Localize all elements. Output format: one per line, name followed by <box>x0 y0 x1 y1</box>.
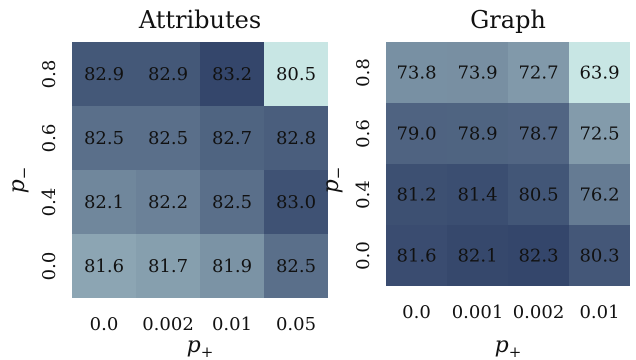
y-tick-label: 0.8 <box>39 60 60 89</box>
y-tick-group: 0.8 0.6 0.4 0.0 <box>39 60 60 281</box>
y-tick-label: 0.6 <box>353 119 374 148</box>
x-tick-label: 0.002 <box>513 302 565 323</box>
x-axis-label: p+ <box>495 333 522 360</box>
y-tick-label: 0.6 <box>39 124 60 153</box>
heatmap-cell <box>200 170 264 234</box>
cell-value-label: 82.9 <box>84 64 124 85</box>
heatmap-cell <box>386 103 447 164</box>
cell-value-label: 82.9 <box>148 64 188 85</box>
heatmap-cell <box>508 42 569 103</box>
heatmap-cell <box>136 106 200 170</box>
y-tick-label: 0.4 <box>39 188 60 217</box>
x-tick-label: 0.01 <box>212 314 252 335</box>
cell-value-label: 80.5 <box>518 185 558 206</box>
chart-title: Graph <box>470 6 546 34</box>
heatmap-attributes: Attributes 82.9 82.9 83.2 80.582.5 82.5 82.7 8… <box>5 6 328 360</box>
heatmap-cell <box>386 42 447 103</box>
heatmap-cell <box>447 225 508 286</box>
heatmap-cell <box>264 42 328 106</box>
cell-value-label: 81.6 <box>84 256 124 277</box>
heatmap-graph: Graph 73.8 73.9 72.7 63.9 79.0 78.9 78.7 72.5 81… <box>319 6 630 360</box>
cell-value-label: 73.9 <box>457 63 497 84</box>
heatmap-cell <box>386 225 447 286</box>
cell-value-label: 72.7 <box>518 63 558 84</box>
cell-value-label: 82.2 <box>148 192 188 213</box>
x-axis-label: p+ <box>187 333 214 360</box>
x-tick-label: 0.01 <box>579 302 619 323</box>
cell-value-label: 76.2 <box>579 185 619 206</box>
cell-value-label: 82.7 <box>212 128 252 149</box>
heatmap-cell <box>447 164 508 225</box>
heatmap-cell <box>136 170 200 234</box>
cell-value-label: 73.8 <box>396 63 436 84</box>
heatmap-cell <box>447 103 508 164</box>
x-tick-label: 0.0 <box>402 302 431 323</box>
cell-value-label: 79.0 <box>396 124 436 145</box>
cell-group: 73.8 73.9 72.7 63.9 79.0 78.9 78.7 72.5 81.2 81.4… <box>386 42 630 286</box>
heatmap-cell <box>264 170 328 234</box>
cell-value-label: 82.8 <box>276 128 316 149</box>
cell-value-label: 81.6 <box>396 246 436 267</box>
heatmap-cell <box>508 164 569 225</box>
heatmap-cell <box>508 225 569 286</box>
x-tick-group: 0.0 0.002 0.01 0.05 <box>90 314 316 335</box>
cell-value-label: 80.5 <box>276 64 316 85</box>
heatmap-cell <box>72 234 136 298</box>
cell-value-label: 80.3 <box>579 246 619 267</box>
y-tick-group: 0.8 0.6 0.4 0.0 <box>353 58 374 270</box>
x-tick-label: 0.05 <box>276 314 316 335</box>
cell-value-label: 82.1 <box>84 192 124 213</box>
heatmap-cell <box>386 164 447 225</box>
cell-value-label: 82.3 <box>518 246 558 267</box>
heatmap-cell <box>447 42 508 103</box>
cell-value-label: 81.9 <box>212 256 252 277</box>
cell-value-label: 81.4 <box>457 185 497 206</box>
cell-value-label: 82.5 <box>276 256 316 277</box>
y-axis-label: p− <box>319 167 347 194</box>
heatmap-cell <box>569 225 630 286</box>
cell-value-label: 81.7 <box>148 256 188 277</box>
cell-value-label: 78.9 <box>457 124 497 145</box>
x-tick-group: 0.0 0.001 0.002 0.01 <box>402 302 619 323</box>
cell-value-label: 82.5 <box>148 128 188 149</box>
cell-value-label: 82.5 <box>212 192 252 213</box>
heatmap-cell <box>569 103 630 164</box>
y-tick-label: 0.0 <box>39 252 60 281</box>
heatmap-cell <box>264 106 328 170</box>
cell-value-label: 72.5 <box>579 124 619 145</box>
cell-value-label: 83.2 <box>212 64 252 85</box>
heatmap-cell <box>72 42 136 106</box>
heatmap-cell <box>136 234 200 298</box>
cell-value-label: 63.9 <box>579 63 619 84</box>
cell-value-label: 78.7 <box>518 124 558 145</box>
cell-value-label: 82.5 <box>84 128 124 149</box>
heatmap-cell <box>264 234 328 298</box>
cell-value-label: 83.0 <box>276 192 316 213</box>
cell-value-label: 81.2 <box>396 185 436 206</box>
heatmap-cell <box>200 106 264 170</box>
heatmap-cell <box>200 42 264 106</box>
y-tick-label: 0.8 <box>353 58 374 87</box>
heatmap-cell <box>200 234 264 298</box>
x-tick-label: 0.001 <box>452 302 504 323</box>
heatmap-cell <box>72 106 136 170</box>
y-tick-label: 0.4 <box>353 180 374 209</box>
chart-title: Attributes <box>138 6 261 34</box>
x-tick-label: 0.002 <box>142 314 194 335</box>
heatmap-cell <box>136 42 200 106</box>
cell-group: 82.9 82.9 83.2 80.5 82.5 82.5 82.7 82.8 82.1 82.2… <box>72 42 328 298</box>
heatmap-cell <box>569 42 630 103</box>
heatmap-cell <box>508 103 569 164</box>
x-tick-label: 0.0 <box>90 314 119 335</box>
y-tick-label: 0.0 <box>353 241 374 270</box>
heatmap-cell <box>569 164 630 225</box>
y-axis-label: p− <box>5 167 33 194</box>
heatmap-cell <box>72 170 136 234</box>
cell-value-label: 82.1 <box>457 246 497 267</box>
